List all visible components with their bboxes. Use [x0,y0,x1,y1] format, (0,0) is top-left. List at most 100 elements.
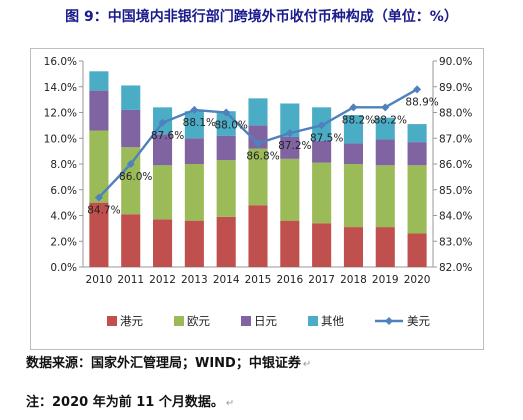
right-tick-label: 87.0% [439,133,472,145]
bar-其他-2015 [248,98,268,126]
bar-欧元-2012 [153,165,173,220]
bar-日元-2010 [89,90,109,131]
bar-其他-2011 [121,85,141,110]
line-data-label-2018: 88.2% [342,114,375,126]
right-tick-label: 83.0% [439,236,472,248]
left-tick-label: 12.0% [44,108,77,120]
bar-其他-2020 [407,124,427,143]
bar-其他-2019 [375,117,395,140]
return-mark: ↵ [302,359,312,370]
line-marker-2012 [158,118,167,127]
bar-日元-2014 [216,135,236,161]
bar-其他-2016 [280,103,300,137]
bar-欧元-2019 [375,165,395,228]
line-data-label-2020: 88.9% [405,96,438,108]
bar-港元-2017 [312,223,332,267]
x-tick-label: 2017 [308,274,335,286]
bar-港元-2014 [216,216,236,267]
bar-港元-2018 [343,227,363,267]
currency-composition-chart: 0.0% 2.0% 4.0% 6.0% 8.0% 10.0% 12.0% 14.0% 16.0%… [44,56,473,328]
x-tick-label: 2011 [117,274,144,286]
chart-container: 0.0% 2.0% 4.0% 6.0% 8.0% 10.0% 12.0% 14.0% 16.0%… [30,48,484,350]
x-tick-label: 2010 [86,274,113,286]
bar-日元-2011 [121,109,141,148]
legend-label-其他: 其他 [321,314,344,328]
line-data-label-2014: 88.0% [215,120,248,132]
footnote: 注：2020 年为前 11 个月数据。 ↵ [26,391,234,410]
line-data-label-2015: 86.8% [246,150,279,162]
right-tick-label: 90.0% [439,56,472,68]
legend-label-日元: 日元 [254,314,277,328]
bar-港元-2010 [89,202,109,267]
bar-港元-2016 [280,220,300,267]
bar-港元-2020 [407,233,427,267]
bar-欧元-2017 [312,162,332,224]
line-marker-2010 [94,193,103,202]
line-data-label-2010: 84.7% [87,204,120,216]
legend-swatch-其他 [308,316,318,326]
legend-swatch-欧元 [174,316,184,326]
bar-欧元-2011 [121,147,141,215]
bar-港元-2019 [375,227,395,267]
bar-欧元-2015 [248,148,268,206]
bar-其他-2013 [184,111,204,139]
right-tick-label: 89.0% [439,82,472,94]
line-marker-2017 [317,121,326,130]
bar-日元-2019 [375,139,395,166]
line-marker-2013 [190,105,199,114]
right-tick-label: 88.0% [439,108,472,120]
x-tick-label: 2016 [276,274,303,286]
source-note: 数据来源：国家外汇管理局；WIND；中银证券 ↵ [26,352,311,371]
right-tick-label: 86.0% [439,159,472,171]
bar-欧元-2020 [407,165,427,234]
bar-其他-2018 [343,115,363,144]
line-marker-2015 [254,139,262,148]
line-marker-2019 [381,103,390,112]
x-tick-label: 2014 [213,274,240,286]
left-tick-label: 4.0% [50,211,77,223]
left-tick-label: 10.0% [44,133,77,145]
bar-港元-2011 [121,214,141,267]
bar-日元-2012 [153,134,173,166]
line-marker-2020 [413,85,422,94]
legend-label-美元: 美元 [407,314,430,328]
bar-日元-2020 [407,142,427,166]
legend-swatch-港元 [107,316,117,326]
left-tick-label: 14.0% [44,82,77,94]
bar-港元-2015 [248,205,268,267]
right-tick-label: 82.0% [439,262,472,274]
bar-欧元-2013 [184,164,204,221]
bar-港元-2012 [153,219,173,267]
bar-日元-2016 [280,136,300,159]
line-marker-2014 [222,108,231,117]
left-tick-label: 16.0% [44,56,77,68]
line-marker-2016 [285,129,294,138]
line-data-label-2017: 87.5% [310,132,343,144]
bar-港元-2013 [184,220,204,267]
bar-其他-2010 [89,71,109,91]
bar-日元-2018 [343,143,363,164]
left-tick-label: 8.0% [50,159,77,171]
bar-欧元-2016 [280,158,300,221]
legend-label-欧元: 欧元 [187,314,210,328]
x-tick-label: 2019 [372,274,399,286]
x-tick-label: 2015 [245,274,272,286]
x-tick-label: 2020 [404,274,431,286]
legend-label-港元: 港元 [120,314,143,328]
bar-欧元-2018 [343,164,363,228]
line-data-label-2012: 87.6% [151,130,184,142]
x-tick-label: 2013 [181,274,208,286]
line-data-label-2013: 88.1% [183,117,216,129]
left-tick-label: 2.0% [50,236,77,248]
line-marker-2018 [349,103,358,112]
return-mark: ↵ [225,398,235,409]
left-tick-label: 6.0% [50,185,77,197]
bar-欧元-2014 [216,160,236,217]
figure-title: 图 9：中国境内非银行部门跨境外币收付币种构成（单位：%） [65,9,458,25]
x-tick-label: 2012 [149,274,176,286]
legend-swatch-日元 [241,316,251,326]
line-data-label-2019: 88.2% [374,114,407,126]
right-tick-label: 85.0% [439,185,472,197]
footnote-text: 注：2020 年为前 11 个月数据。 [26,395,224,410]
